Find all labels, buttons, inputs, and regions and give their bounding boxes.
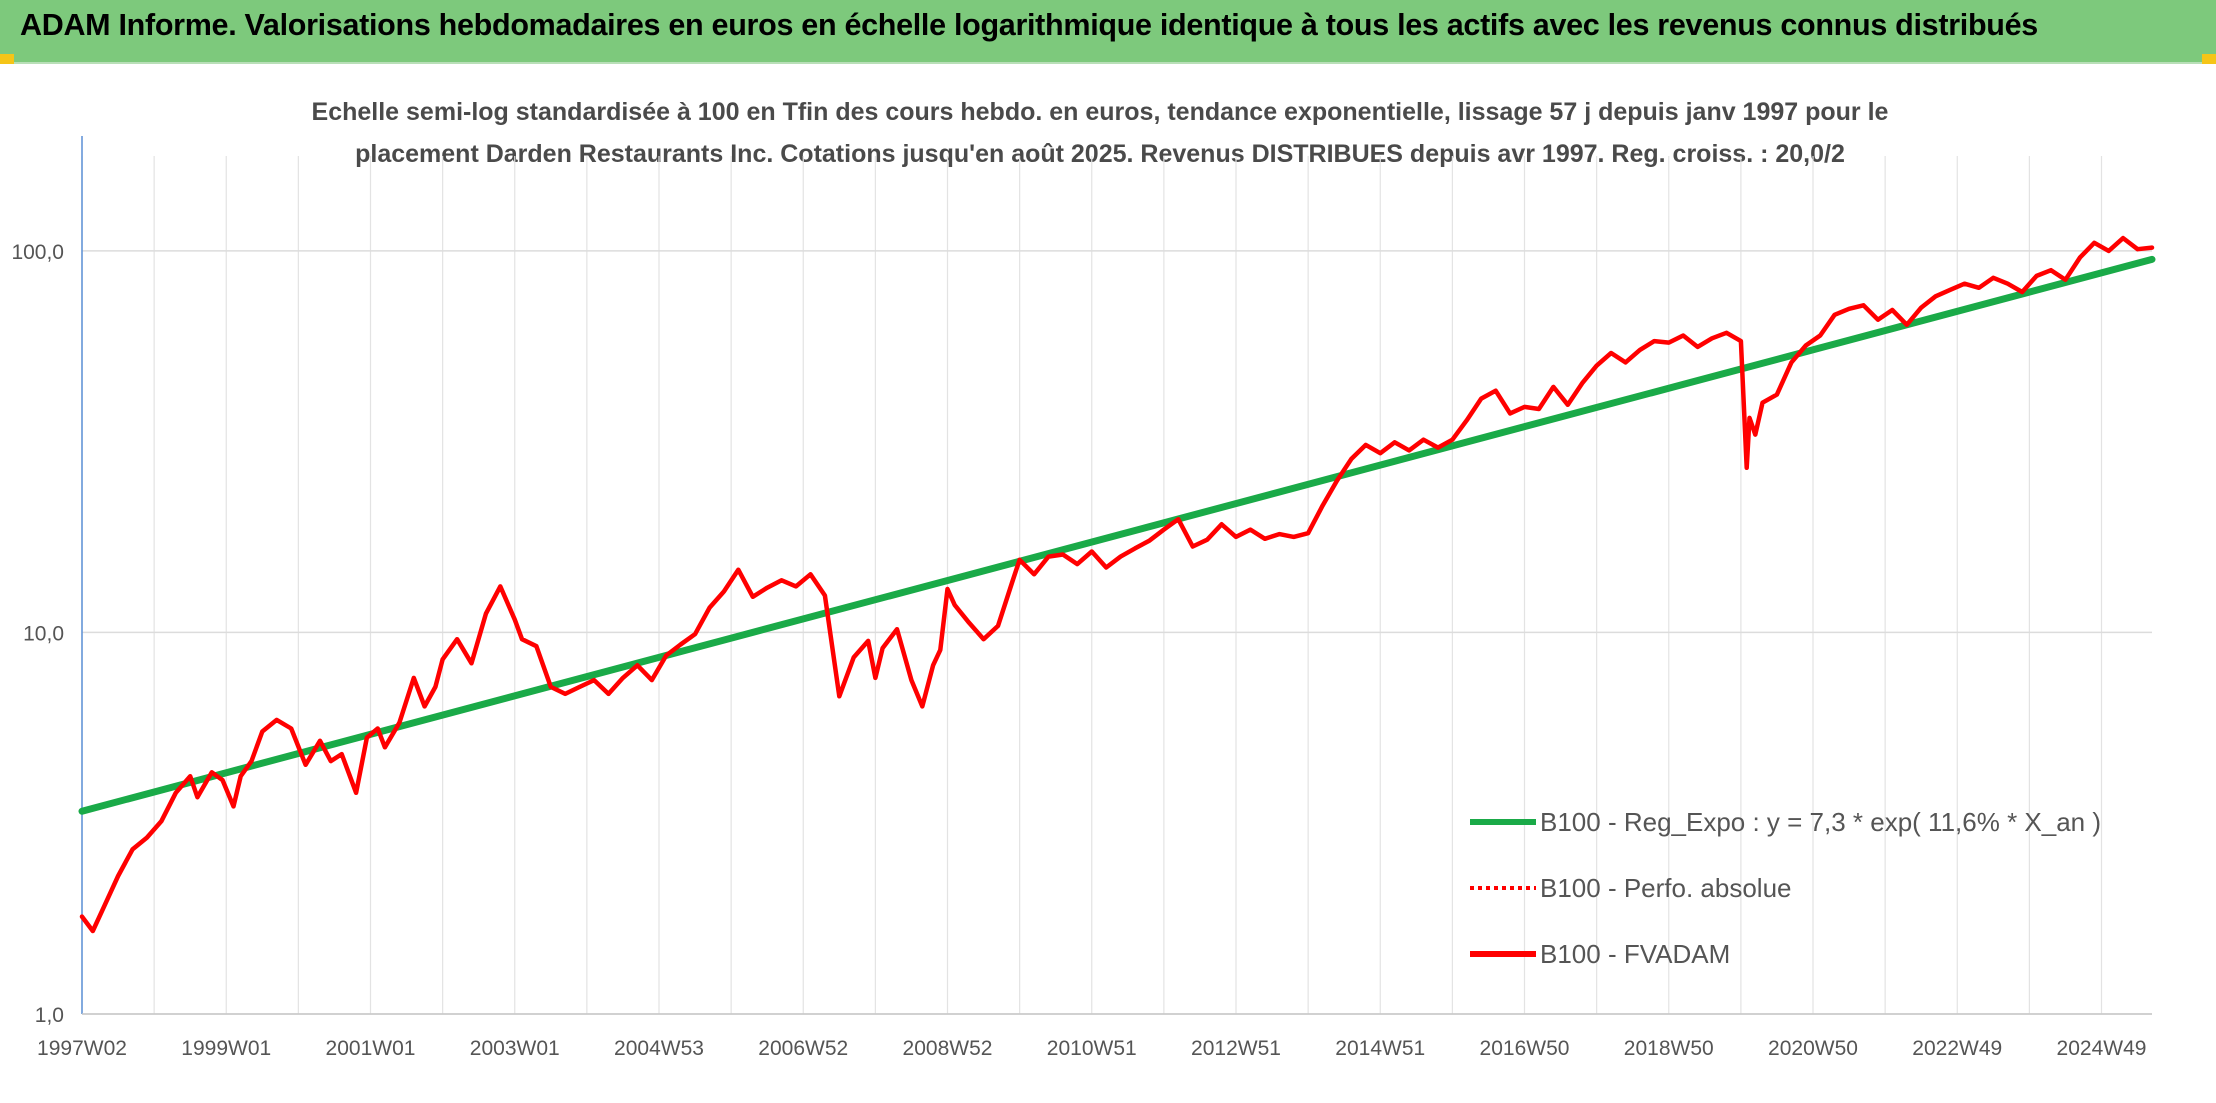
x-tick-label: 2008W52 bbox=[903, 1037, 993, 1060]
x-tick-label: 2010W51 bbox=[1047, 1037, 1137, 1060]
chart-title-line-1: Echelle semi-log standardisée à 100 en T… bbox=[311, 98, 1889, 126]
legend-label: B100 - Perfo. absolue bbox=[1540, 873, 1792, 903]
x-tick-label: 2003W01 bbox=[470, 1037, 560, 1060]
header-title: ADAM Informe. Valorisations hebdomadaire… bbox=[20, 8, 2038, 42]
x-tick-label: 2016W50 bbox=[1480, 1037, 1570, 1060]
y-tick-label: 10,0 bbox=[23, 622, 64, 645]
y-tick-label: 1,0 bbox=[35, 1004, 64, 1027]
chart-plot: 1,0 10,0 100,0 1997W02 1999W01 2001W01 2003W01… bbox=[11, 136, 2156, 1060]
chart-area: Echelle semi-log standardisée à 100 en T… bbox=[0, 64, 2216, 1103]
corner-accent-right bbox=[2202, 54, 2216, 66]
series-regression-line bbox=[78, 255, 2156, 815]
legend-label: B100 - Reg_Expo : y = 7,3 * exp( 11,6% *… bbox=[1540, 807, 2101, 837]
x-tick-label: 2022W49 bbox=[1912, 1037, 2002, 1060]
x-tick-label: 2014W51 bbox=[1335, 1037, 1425, 1060]
x-tick-label: 1999W01 bbox=[181, 1037, 271, 1060]
x-tick-label: 2006W52 bbox=[758, 1037, 848, 1060]
y-tick-label: 100,0 bbox=[11, 241, 64, 264]
x-tick-label: 2004W53 bbox=[614, 1037, 704, 1060]
legend-label: B100 - FVADAM bbox=[1540, 939, 1730, 969]
x-tick-label: 2020W50 bbox=[1768, 1037, 1858, 1060]
x-tick-label: 2012W51 bbox=[1191, 1037, 1281, 1060]
x-tick-label: 2001W01 bbox=[326, 1037, 416, 1060]
header-bar: ADAM Informe. Valorisations hebdomadaire… bbox=[0, 0, 2216, 64]
x-tick-label: 1997W02 bbox=[37, 1037, 127, 1060]
x-tick-label: 2024W49 bbox=[2057, 1037, 2147, 1060]
x-tick-label: 2018W50 bbox=[1624, 1037, 1714, 1060]
corner-accent-left bbox=[0, 54, 14, 66]
series-fvadam-line bbox=[79, 235, 2155, 934]
